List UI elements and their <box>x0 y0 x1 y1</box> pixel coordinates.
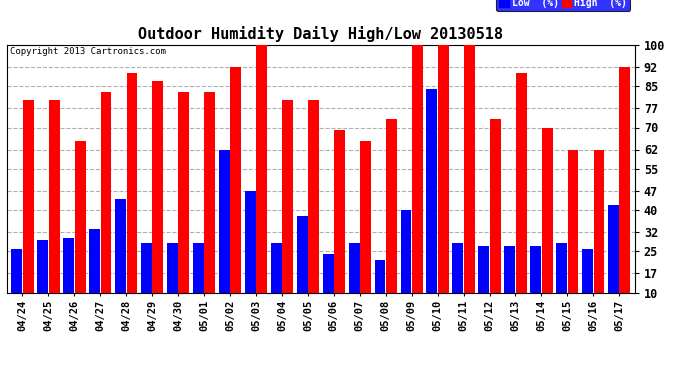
Bar <box>101 92 112 292</box>
Bar <box>515 72 526 292</box>
Bar <box>556 243 567 292</box>
Bar <box>323 254 333 292</box>
Bar <box>256 45 267 292</box>
Legend: Low  (%), High  (%): Low (%), High (%) <box>496 0 630 11</box>
Bar <box>63 237 74 292</box>
Bar <box>270 243 282 292</box>
Bar <box>230 67 241 292</box>
Bar <box>375 260 386 292</box>
Bar <box>412 45 423 292</box>
Bar <box>89 229 100 292</box>
Bar <box>49 100 59 292</box>
Bar <box>75 141 86 292</box>
Bar <box>582 249 593 292</box>
Bar <box>464 45 475 292</box>
Bar <box>219 150 230 292</box>
Bar <box>204 92 215 292</box>
Text: Copyright 2013 Cartronics.com: Copyright 2013 Cartronics.com <box>10 47 166 56</box>
Title: Outdoor Humidity Daily High/Low 20130518: Outdoor Humidity Daily High/Low 20130518 <box>139 27 503 42</box>
Bar <box>11 249 22 292</box>
Bar <box>141 243 152 292</box>
Bar <box>504 246 515 292</box>
Bar <box>608 204 619 292</box>
Bar <box>568 150 578 292</box>
Bar <box>334 130 345 292</box>
Bar <box>179 92 189 292</box>
Bar <box>193 243 204 292</box>
Bar <box>167 243 178 292</box>
Bar <box>593 150 604 292</box>
Bar <box>386 119 397 292</box>
Bar <box>308 100 319 292</box>
Bar <box>152 81 164 292</box>
Bar <box>542 128 553 292</box>
Bar <box>297 216 308 292</box>
Bar <box>530 246 541 292</box>
Bar <box>360 141 371 292</box>
Bar <box>348 243 359 292</box>
Bar <box>282 100 293 292</box>
Bar <box>478 246 489 292</box>
Bar <box>126 72 137 292</box>
Bar <box>23 100 34 292</box>
Bar <box>37 240 48 292</box>
Bar <box>115 199 126 292</box>
Bar <box>400 210 411 292</box>
Bar <box>620 67 631 292</box>
Bar <box>245 191 256 292</box>
Bar <box>490 119 501 292</box>
Bar <box>438 45 449 292</box>
Bar <box>426 89 437 292</box>
Bar <box>453 243 463 292</box>
